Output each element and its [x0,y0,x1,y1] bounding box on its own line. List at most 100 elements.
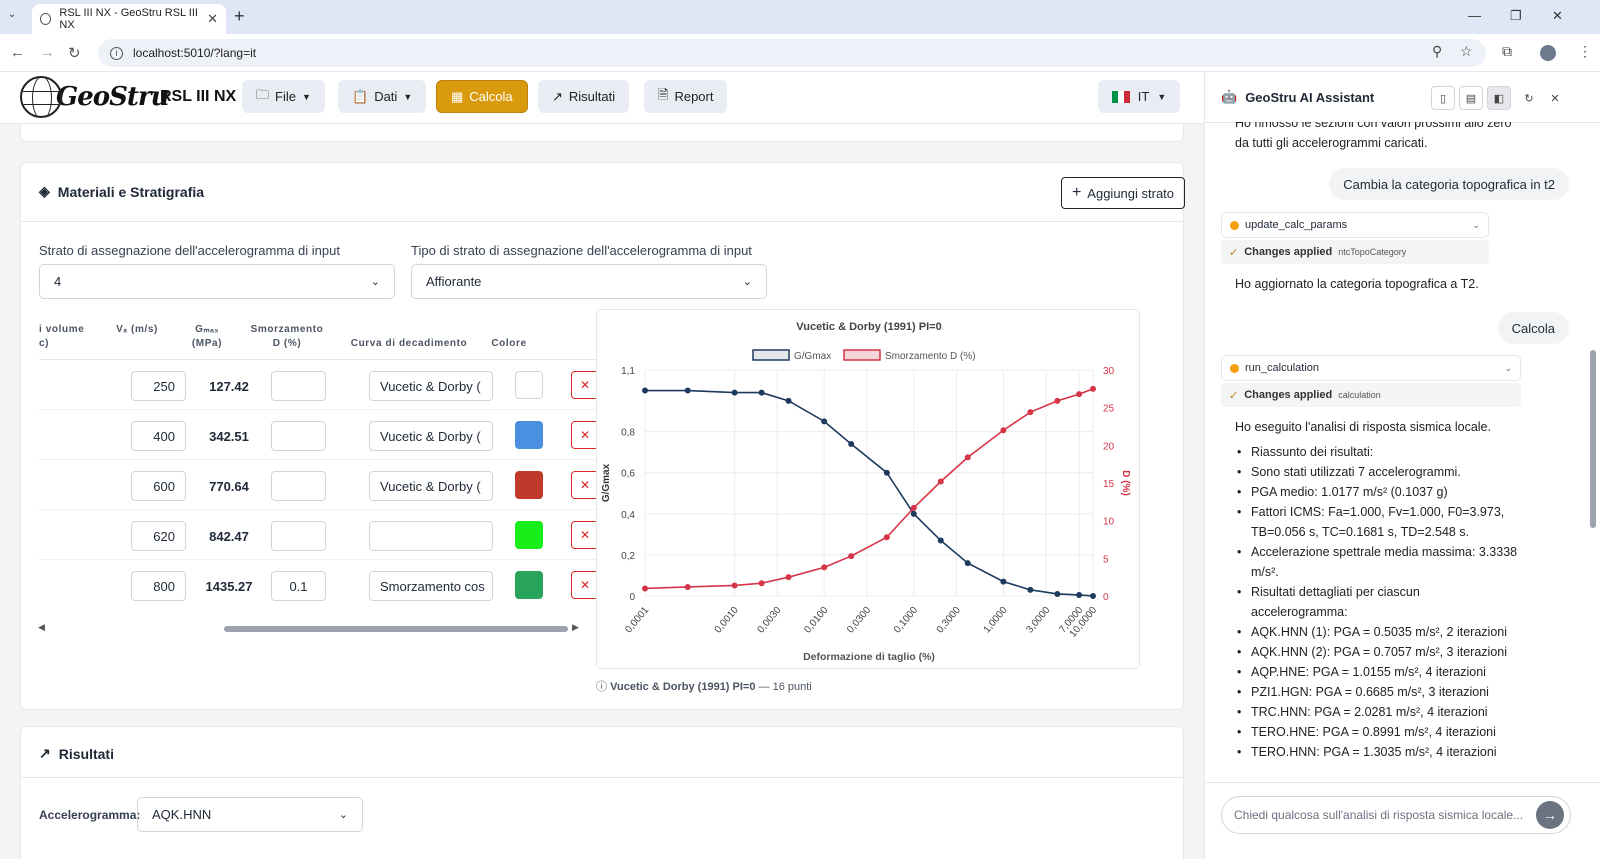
list-item: Sono stati utilizzati 7 accelerogrammi. [1237,462,1551,482]
close-window-icon[interactable]: ✕ [1552,8,1563,23]
applied-param: ntcTopoCategory [1338,247,1407,257]
damping-input[interactable] [271,421,326,451]
th-volume: i volume c) [39,324,85,349]
delete-layer-button[interactable]: ✕ [571,371,599,399]
list-item: AQK.HNN (1): PGA = 0.5035 m/s², 2 iteraz… [1237,622,1551,642]
changes-applied-badge: ✓ Changes applied ntcTopoCategory [1221,240,1489,264]
tool-call-run[interactable]: run_calculation ⌄ [1221,355,1521,381]
reload-icon[interactable]: ↻ [68,45,81,62]
tab-close-icon[interactable]: ✕ [207,11,218,26]
browser-menu-icon[interactable]: ⋮ [1578,43,1592,59]
table-header-divider [39,359,601,360]
add-layer-label: Aggiungi strato [1087,185,1175,201]
data-point-ggmax [821,418,828,425]
curve-select[interactable]: Smorzamento cos [369,571,493,601]
vs-input[interactable]: 800 [131,571,186,601]
vs-input[interactable]: 600 [131,471,186,501]
accelerogram-select[interactable]: AQK.HNN ⌄ [137,797,363,832]
results-title: ↗ Risultati [39,745,114,762]
curve-select[interactable]: Vucetic & Dorby ( [369,371,493,401]
profile-avatar[interactable] [1540,45,1556,61]
color-swatch[interactable] [515,521,543,549]
menu-file-button[interactable]: 🗀 File ▼ [242,80,325,113]
menu-risultati-button[interactable]: ↗ Risultati [538,80,630,113]
dock-left-icon[interactable]: ▯ [1431,86,1455,110]
menu-report-button[interactable]: 🗎 Report [644,80,728,113]
menu-dati-button[interactable]: 📋 Dati ▼ [338,80,427,113]
list-item: TRC.HNN: PGA = 2.0281 m/s², 4 iterazioni [1237,702,1551,722]
scrollbar-thumb[interactable] [224,626,568,632]
legend-swatch-damping [843,349,881,361]
back-icon[interactable]: ← [10,44,25,61]
menu-report-label: Report [674,89,714,104]
caret-down-icon: ▼ [1157,91,1167,102]
vs-input[interactable]: 250 [131,371,186,401]
vs-input[interactable]: 400 [131,421,186,451]
float-panel-icon[interactable]: ▤ [1459,86,1483,110]
color-swatch[interactable] [515,371,543,399]
chart-note-title: Vucetic & Dorby (1991) PI=0 [610,681,756,693]
damping-input[interactable]: 0.1 [271,571,326,601]
delete-layer-button[interactable]: ✕ [571,471,599,499]
list-item: TERO.HNE: PGA = 0.8991 m/s², 4 iterazion… [1237,722,1551,742]
site-info-icon[interactable]: i [110,46,123,60]
add-layer-button[interactable]: + Aggiungi strato [1061,177,1185,209]
zoom-icon[interactable]: ⚲ [1432,43,1443,59]
x-tick-label: 1,0000 [982,605,1010,636]
y-tick-label: 0,2 [621,551,635,562]
card-divider [21,777,1183,778]
table-horizontal-scrollbar[interactable]: ◀ ▶ [38,622,584,636]
color-swatch[interactable] [515,421,543,449]
x-axis-label: Deformazione di taglio (%) [803,651,935,663]
delete-layer-button[interactable]: ✕ [571,421,599,449]
browser-tab[interactable]: RSL III NX - GeoStru RSL III NX ✕ [32,4,226,34]
delete-layer-button[interactable]: ✕ [571,571,599,599]
robot-icon: 🤖 [1221,89,1238,104]
curve-select[interactable]: Vucetic & Dorby ( [369,421,493,451]
legend-swatch-ggmax [752,349,790,361]
menu-dati-label: Dati [374,89,398,104]
restore-icon[interactable]: ❐ [1510,8,1522,23]
damping-input[interactable] [271,471,326,501]
tool-call-update[interactable]: update_calc_params ⌄ [1221,212,1489,238]
minimize-icon[interactable]: — [1468,8,1481,23]
curve-select[interactable] [369,521,493,551]
vs-input[interactable]: 620 [131,521,186,551]
layer-type-select[interactable]: Affiorante ⌄ [411,264,767,299]
language-label: IT [1137,89,1150,104]
language-select[interactable]: IT ▼ [1098,80,1180,113]
reset-chat-icon[interactable]: ↻ [1524,92,1534,105]
legend-label-damping: Smorzamento D (%) [885,351,976,362]
applied-label: Changes applied [1244,389,1333,401]
curve-select[interactable]: Vucetic & Dorby ( [369,471,493,501]
color-swatch[interactable] [515,471,543,499]
new-tab-icon[interactable]: + [234,6,245,26]
damping-input[interactable] [271,371,326,401]
assistant-divider [1205,122,1600,123]
delete-layer-button[interactable]: ✕ [571,521,599,549]
list-item: Riassunto dei risultati: [1237,442,1551,462]
bookmark-star-icon[interactable]: ☆ [1460,43,1473,59]
dock-right-icon[interactable]: ◧ [1487,86,1511,110]
data-point-damping [1027,409,1034,416]
series-line-ggmax [645,389,1094,597]
browser-tab-bar: ⌄ RSL III NX - GeoStru RSL III NX ✕ + — … [0,0,1600,34]
tool-name: update_calc_params [1245,219,1348,231]
send-button[interactable]: → [1536,801,1564,829]
close-panel-icon[interactable]: ✕ [1550,92,1560,105]
tab-search-icon[interactable]: ⌄ [8,9,17,20]
color-swatch[interactable] [515,571,543,599]
damping-input[interactable] [271,521,326,551]
page-scrollbar-thumb[interactable] [1590,350,1596,475]
page-scrollbar[interactable] [1586,72,1600,859]
forward-icon[interactable]: → [40,44,55,61]
previous-card [20,124,1184,142]
scroll-right-icon[interactable]: ▶ [572,622,579,632]
extensions-icon[interactable]: ⧉ [1502,43,1512,59]
y-tick-label: 0 [629,592,635,603]
layer-assign-select[interactable]: 4 ⌄ [39,264,395,299]
url-field[interactable]: i localhost:5010/?lang=it [98,39,1486,67]
chat-input[interactable]: Chiedi qualcosa sull'analisi di risposta… [1221,796,1571,834]
menu-calcola-button[interactable]: ▦ Calcola [436,80,528,113]
scroll-left-icon[interactable]: ◀ [38,622,45,632]
